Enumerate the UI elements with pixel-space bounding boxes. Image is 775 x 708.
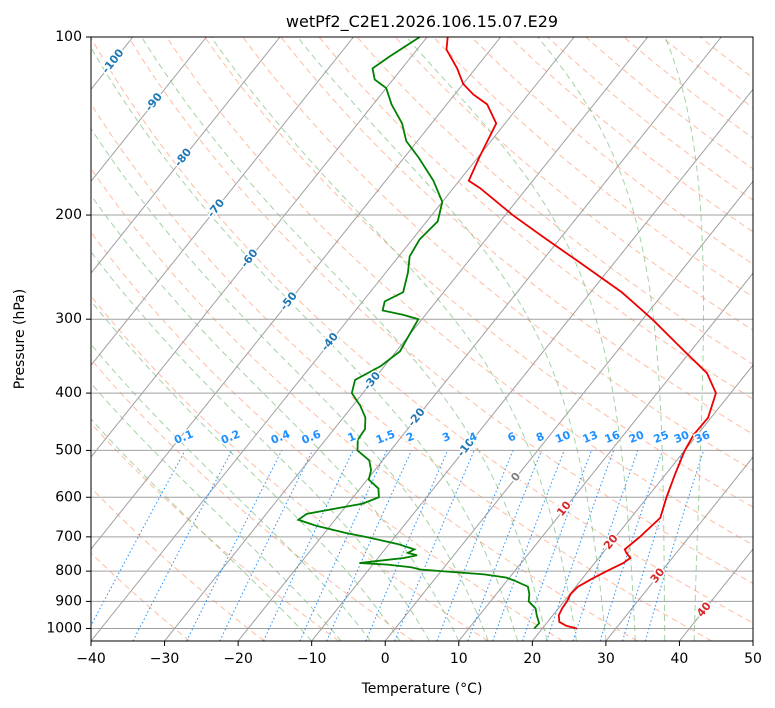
isotherm-line <box>531 364 753 641</box>
temperature-line <box>445 37 717 630</box>
dry-adiabat <box>204 37 753 508</box>
moist-adiabat <box>91 251 430 641</box>
isotherm-line <box>91 37 354 366</box>
y-axis-title: Pressure (hPa) <box>12 289 28 389</box>
y-tick-label: 300 <box>55 311 82 327</box>
isotherm-line <box>237 37 722 641</box>
x-tick-label: 20 <box>523 651 541 667</box>
x-tick-label: 50 <box>744 651 762 667</box>
isotherm-line <box>458 272 753 641</box>
y-tick-label: 700 <box>55 529 82 545</box>
y-tick-label: 500 <box>55 442 82 458</box>
x-tick-label: −20 <box>223 651 253 667</box>
dry-adiabat <box>128 37 753 585</box>
x-tick-label: −40 <box>76 651 106 667</box>
background-lines <box>91 37 753 641</box>
y-tick-label: 900 <box>55 593 82 609</box>
isotherm-line <box>311 88 753 641</box>
dry-adiabat <box>91 295 489 641</box>
mixing-ratio-line <box>546 450 615 641</box>
mixing-ratio-line <box>394 450 475 641</box>
mixing-ratio-line <box>436 450 514 641</box>
mixing-ratio-line <box>572 450 639 641</box>
dry-adiabat <box>91 102 713 641</box>
moist-adiabat <box>91 343 371 641</box>
moist-adiabat <box>537 37 666 641</box>
dry-adiabat <box>356 37 753 365</box>
isotherm-line <box>91 37 281 275</box>
mixing-ratio-line <box>299 450 388 641</box>
mixing-ratio-line <box>622 450 684 641</box>
dry-adiabat <box>394 37 753 331</box>
moist-adiabat <box>210 37 577 641</box>
chart-title: wetPf2_C2E1.2026.106.15.07.E29 <box>286 12 558 32</box>
moist-adiabat <box>91 46 519 641</box>
profile-lines <box>296 37 717 630</box>
axes: −40 −30 −20 −10 0 10 20 30 40 50 1000 900 800 700 600 5… <box>46 29 762 667</box>
moist-adiabat <box>91 418 313 641</box>
isotherm-line <box>91 37 502 550</box>
y-tick-label: 400 <box>55 385 82 401</box>
y-tick-label: 200 <box>55 207 82 223</box>
moist-adiabat <box>297 37 607 641</box>
y-tick-label: 800 <box>55 563 82 579</box>
dry-adiabat <box>432 37 753 298</box>
mixing-ratio-line <box>521 450 592 641</box>
plot-frame <box>90 36 754 642</box>
mixing-ratio-line <box>599 450 663 641</box>
isotherm-line <box>605 456 753 641</box>
mixing-ratio-line <box>492 450 565 641</box>
moist-adiabat <box>405 37 636 641</box>
x-axis-title: Temperature (°C) <box>361 681 483 697</box>
mixing-ratio-line <box>91 450 186 627</box>
mixing-ratio-line <box>365 450 449 641</box>
dry-adiabat <box>91 552 190 641</box>
dry-adiabat <box>91 231 563 641</box>
x-tick-label: −30 <box>150 651 180 667</box>
y-tick-label: 1000 <box>46 620 82 636</box>
moist-adiabat <box>91 127 489 641</box>
isotherm-line <box>91 37 207 183</box>
moist-adiabat <box>91 194 460 641</box>
x-tick-label: 30 <box>597 651 615 667</box>
mixing-ratio-line <box>467 450 543 641</box>
isotherm-line <box>91 37 428 458</box>
y-tick-label: 100 <box>55 29 82 45</box>
dry-adiabat <box>91 422 340 641</box>
moist-adiabat <box>664 37 704 641</box>
moist-adiabat <box>91 300 401 641</box>
isotherm-line <box>384 180 753 641</box>
mixing-ratio-line <box>186 450 283 641</box>
y-tick-label: 600 <box>55 489 82 505</box>
mixing-ratio-line <box>644 450 705 641</box>
dewpoint-line <box>296 37 541 630</box>
x-tick-label: 10 <box>450 651 468 667</box>
x-tick-label: 0 <box>381 651 390 667</box>
isotherm-line <box>91 37 575 641</box>
x-tick-label: −10 <box>297 651 327 667</box>
dry-adiabat <box>91 37 753 624</box>
mixing-ratio-label: 20 <box>627 428 646 446</box>
x-tick-label: 40 <box>671 651 689 667</box>
